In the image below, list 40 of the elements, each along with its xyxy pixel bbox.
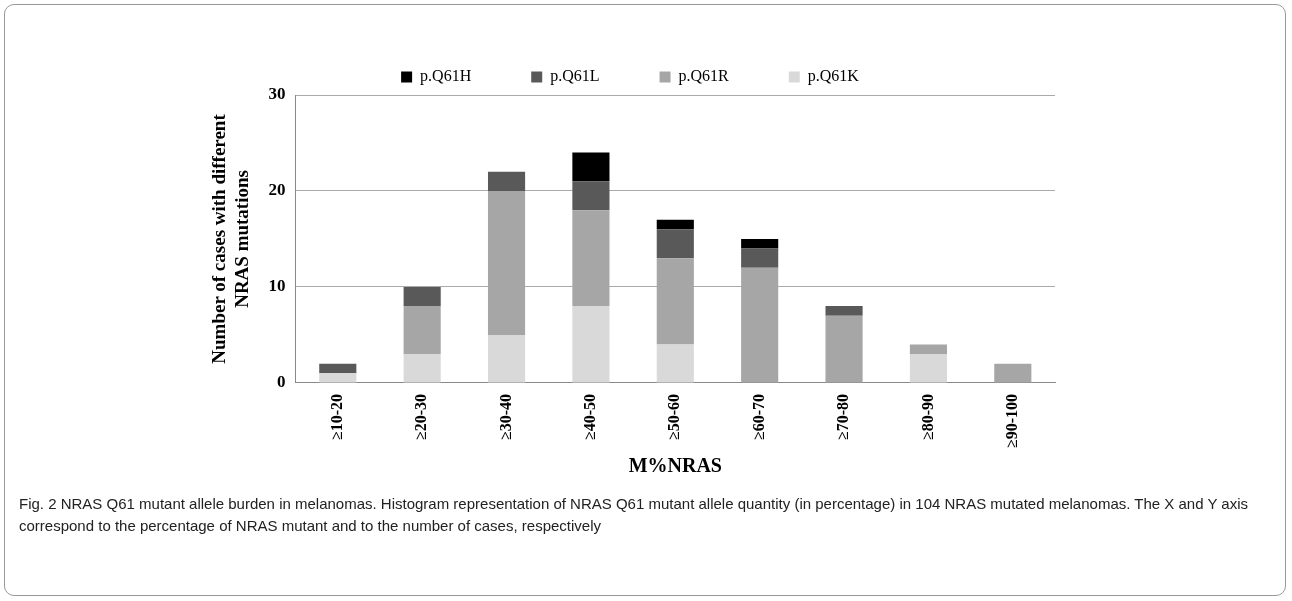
y-tick-label: 0	[277, 372, 286, 392]
y-axis-title: Number of cases with different NRAS mutations	[208, 113, 253, 364]
bar	[656, 344, 694, 383]
x-tick-label: ≥50-60	[665, 393, 683, 440]
bar	[994, 363, 1032, 383]
y-tick-label: 10	[268, 276, 286, 296]
legend-label: p.Q61R	[678, 67, 730, 86]
bar	[656, 219, 694, 230]
bar	[403, 354, 441, 383]
legend-label: p.Q61H	[420, 67, 472, 86]
bar	[403, 286, 441, 307]
bar	[741, 248, 779, 268]
x-tick-label: ≥80-90	[918, 393, 936, 440]
y-tick-label: 20	[268, 180, 286, 200]
bar	[319, 363, 357, 374]
x-tick-label: ≥70-80	[834, 393, 852, 440]
caption: Fig. 2 NRAS Q61 mutant allele burden in melanomas. Histogram representation of NRAS Q61 mutant allele quantity (in percentage) in 104 NRAS mutated melanomas. The X and Y axis correspond to the percentage of NRAS mutant and to the number of cases, respectively	[19, 494, 1249, 536]
bar	[656, 229, 694, 259]
legend-label: p.Q61L	[550, 67, 600, 86]
x-tick-label: ≥30-40	[496, 393, 514, 440]
bar	[741, 238, 779, 249]
bar	[319, 373, 357, 383]
bar	[825, 315, 863, 383]
bar	[487, 334, 526, 383]
y-tick-label: 30	[268, 84, 286, 104]
bar	[487, 171, 526, 191]
x-tick-label: ≥20-30	[412, 393, 430, 440]
bar	[825, 306, 863, 316]
bar	[909, 344, 947, 355]
bar	[909, 354, 947, 383]
bar	[572, 152, 610, 182]
x-tick-label: ≥60-70	[749, 393, 767, 440]
legend-label: p.Q61K	[807, 67, 860, 86]
bar	[403, 306, 441, 355]
bar	[572, 181, 610, 211]
x-tick-label: ≥10-20	[327, 393, 345, 440]
x-axis-title: M%NRAS	[628, 454, 722, 477]
bar	[572, 306, 610, 383]
x-tick-label: ≥40-50	[581, 393, 599, 440]
x-tick-label: ≥90-100	[1002, 393, 1020, 448]
